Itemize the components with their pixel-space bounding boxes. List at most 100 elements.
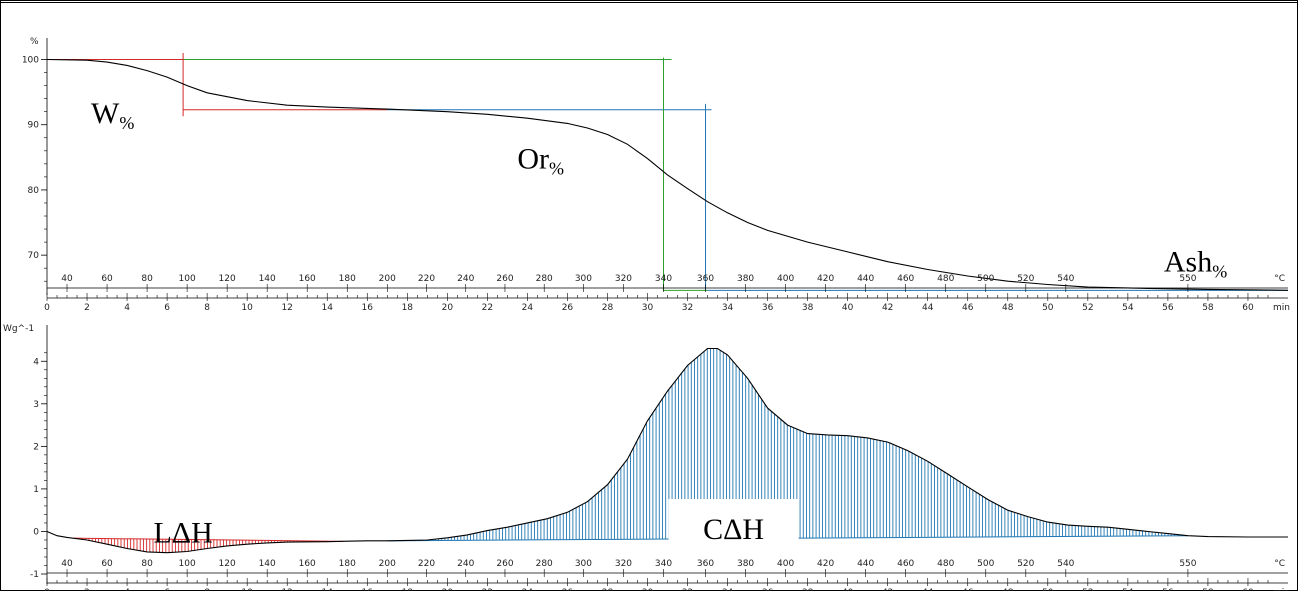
tga-temp-tick-label: 160 xyxy=(299,274,316,284)
tga-annotation-label: Or% xyxy=(517,142,564,178)
dsc-y-tick-label: 4 xyxy=(33,357,39,367)
dsc-y-axis: Wg^-1 4 3 2 1 0 -1 xyxy=(3,324,48,584)
tga-guide-lines xyxy=(47,53,1288,291)
dsc-time-tick-label: 10 xyxy=(241,588,253,591)
tga-temp-tick-label: 300 xyxy=(575,274,592,284)
dsc-time-tick-label: 16 xyxy=(362,588,374,591)
tga-temp-tick-label: 550 xyxy=(1179,274,1196,284)
top-rule xyxy=(0,2,1298,3)
dsc-time-tick-label: 40 xyxy=(842,588,854,591)
dsc-temp-tick-label: 320 xyxy=(615,559,632,569)
tga-time-tick-label: 40 xyxy=(842,303,854,313)
tga-temp-tick-label: 420 xyxy=(817,274,834,284)
tga-temp-tick-label: 320 xyxy=(615,274,632,284)
dsc-temp-tick-label: 120 xyxy=(219,559,236,569)
tga-time-tick-label: 20 xyxy=(442,303,454,313)
dsc-time-tick-label: 42 xyxy=(882,588,893,591)
tga-time-tick-label: 28 xyxy=(602,303,614,313)
tga-time-tick-label: 50 xyxy=(1042,303,1054,313)
tga-temp-tick-label: 480 xyxy=(937,274,954,284)
tga-x-axes: 40 60 80 100 120 140 160 180 200 220 240 260 280 300 3… xyxy=(44,274,1290,313)
dsc-temp-tick-label: 340 xyxy=(655,559,672,569)
tga-time-tick-label: 60 xyxy=(1242,303,1254,313)
tga-time-tick-label: 46 xyxy=(962,303,974,313)
tga-y-unit: % xyxy=(30,37,39,47)
dsc-time-tick-label: 6 xyxy=(164,588,170,591)
dsc-annotation-label: CΔH xyxy=(703,513,764,546)
tga-y-tick-label: 100 xyxy=(22,56,39,66)
dsc-x-axes: 40 60 80 100 120 140 160 180 200 220 240 260 280 300 3… xyxy=(44,559,1290,591)
tga-temp-tick-label: 380 xyxy=(737,274,754,284)
dsc-temp-tick-label: 260 xyxy=(496,559,513,569)
tga-time-tick-label: 22 xyxy=(482,303,493,313)
dsc-temp-tick-label: 550 xyxy=(1179,559,1196,569)
tga-temp-tick-label: 120 xyxy=(219,274,236,284)
tga-temp-tick-label: 540 xyxy=(1057,274,1074,284)
dsc-temp-tick-label: 180 xyxy=(339,559,356,569)
tga-temp-unit: °C xyxy=(1274,274,1285,284)
dsc-time-tick-label: 32 xyxy=(682,588,693,591)
tga-time-tick-label: 34 xyxy=(722,303,734,313)
tga-time-tick-label: 2 xyxy=(84,303,90,313)
dsc-time-tick-label: 52 xyxy=(1082,588,1093,591)
tga-time-tick-label: 8 xyxy=(204,303,210,313)
dsc-temp-tick-label: 80 xyxy=(141,559,153,569)
dsc-time-tick-label: 28 xyxy=(602,588,614,591)
tga-time-tick-label: 0 xyxy=(44,303,50,313)
dsc-time-tick-label: 56 xyxy=(1162,588,1174,591)
tga-time-tick-label: 44 xyxy=(922,303,934,313)
tga-temp-tick-label: 180 xyxy=(339,274,356,284)
tga-y-axis: % 100 90 80 70 xyxy=(22,37,48,295)
tga-time-tick-label: 16 xyxy=(362,303,374,313)
dsc-temp-tick-label: 540 xyxy=(1057,559,1074,569)
dsc-heat-flow-curve xyxy=(46,347,1288,554)
dsc-time-tick-label: 14 xyxy=(321,588,333,591)
dsc-time-tick-label: 26 xyxy=(562,588,574,591)
dsc-time-tick-label: 12 xyxy=(281,588,292,591)
dsc-time-tick-label: 20 xyxy=(442,588,454,591)
dsc-time-tick-label: 0 xyxy=(44,588,50,591)
dsc-temp-tick-label: 240 xyxy=(457,559,474,569)
dsc-time-tick-label: 18 xyxy=(402,588,414,591)
tga-temp-tick-label: 440 xyxy=(857,274,874,284)
tga-temp-tick-label: 40 xyxy=(61,274,73,284)
dsc-time-tick-label: 24 xyxy=(522,588,534,591)
dsc-time-tick-label: 38 xyxy=(802,588,814,591)
dsc-y-tick-label: 1 xyxy=(33,485,39,495)
tga-temp-tick-label: 100 xyxy=(179,274,196,284)
tga-temp-tick-label: 400 xyxy=(777,274,794,284)
dsc-temp-tick-label: 440 xyxy=(857,559,874,569)
dsc-label-backdrop xyxy=(668,498,799,555)
tga-time-tick-label: 30 xyxy=(642,303,654,313)
dsc-time-tick-label: 8 xyxy=(204,588,210,591)
tga-temp-tick-label: 280 xyxy=(536,274,553,284)
tga-time-tick-label: 18 xyxy=(402,303,414,313)
tga-time-tick-label: 42 xyxy=(882,303,893,313)
dsc-temp-tick-label: 220 xyxy=(418,559,435,569)
tga-time-tick-label: 54 xyxy=(1122,303,1134,313)
dsc-temp-tick-label: 60 xyxy=(101,559,113,569)
tga-temp-tick-label: 60 xyxy=(101,274,113,284)
dsc-temp-tick-label: 360 xyxy=(697,559,714,569)
dsc-temp-tick-label: 300 xyxy=(575,559,592,569)
tga-time-tick-label: 26 xyxy=(562,303,574,313)
tga-time-tick-label: 48 xyxy=(1002,303,1014,313)
tga-temp-tick-label: 240 xyxy=(457,274,474,284)
tga-temp-tick-label: 200 xyxy=(379,274,396,284)
tga-annotations: W%Or%Ash% xyxy=(91,97,1227,282)
tga-time-tick-label: 24 xyxy=(522,303,534,313)
tga-time-tick-label: 10 xyxy=(241,303,253,313)
tga-temp-tick-label: 460 xyxy=(897,274,914,284)
dsc-time-tick-label: 4 xyxy=(124,588,130,591)
dsc-temp-tick-label: 40 xyxy=(61,559,73,569)
tga-y-tick-label: 80 xyxy=(28,186,40,196)
tga-temp-tick-label: 140 xyxy=(259,274,276,284)
tga-y-tick-label: 70 xyxy=(28,251,40,261)
tga-temp-tick-label: 220 xyxy=(418,274,435,284)
dsc-temp-tick-label: 480 xyxy=(937,559,954,569)
dsc-time-tick-label: 22 xyxy=(482,588,493,591)
dsc-temp-tick-label: 460 xyxy=(897,559,914,569)
dsc-region-baseline xyxy=(73,537,344,542)
